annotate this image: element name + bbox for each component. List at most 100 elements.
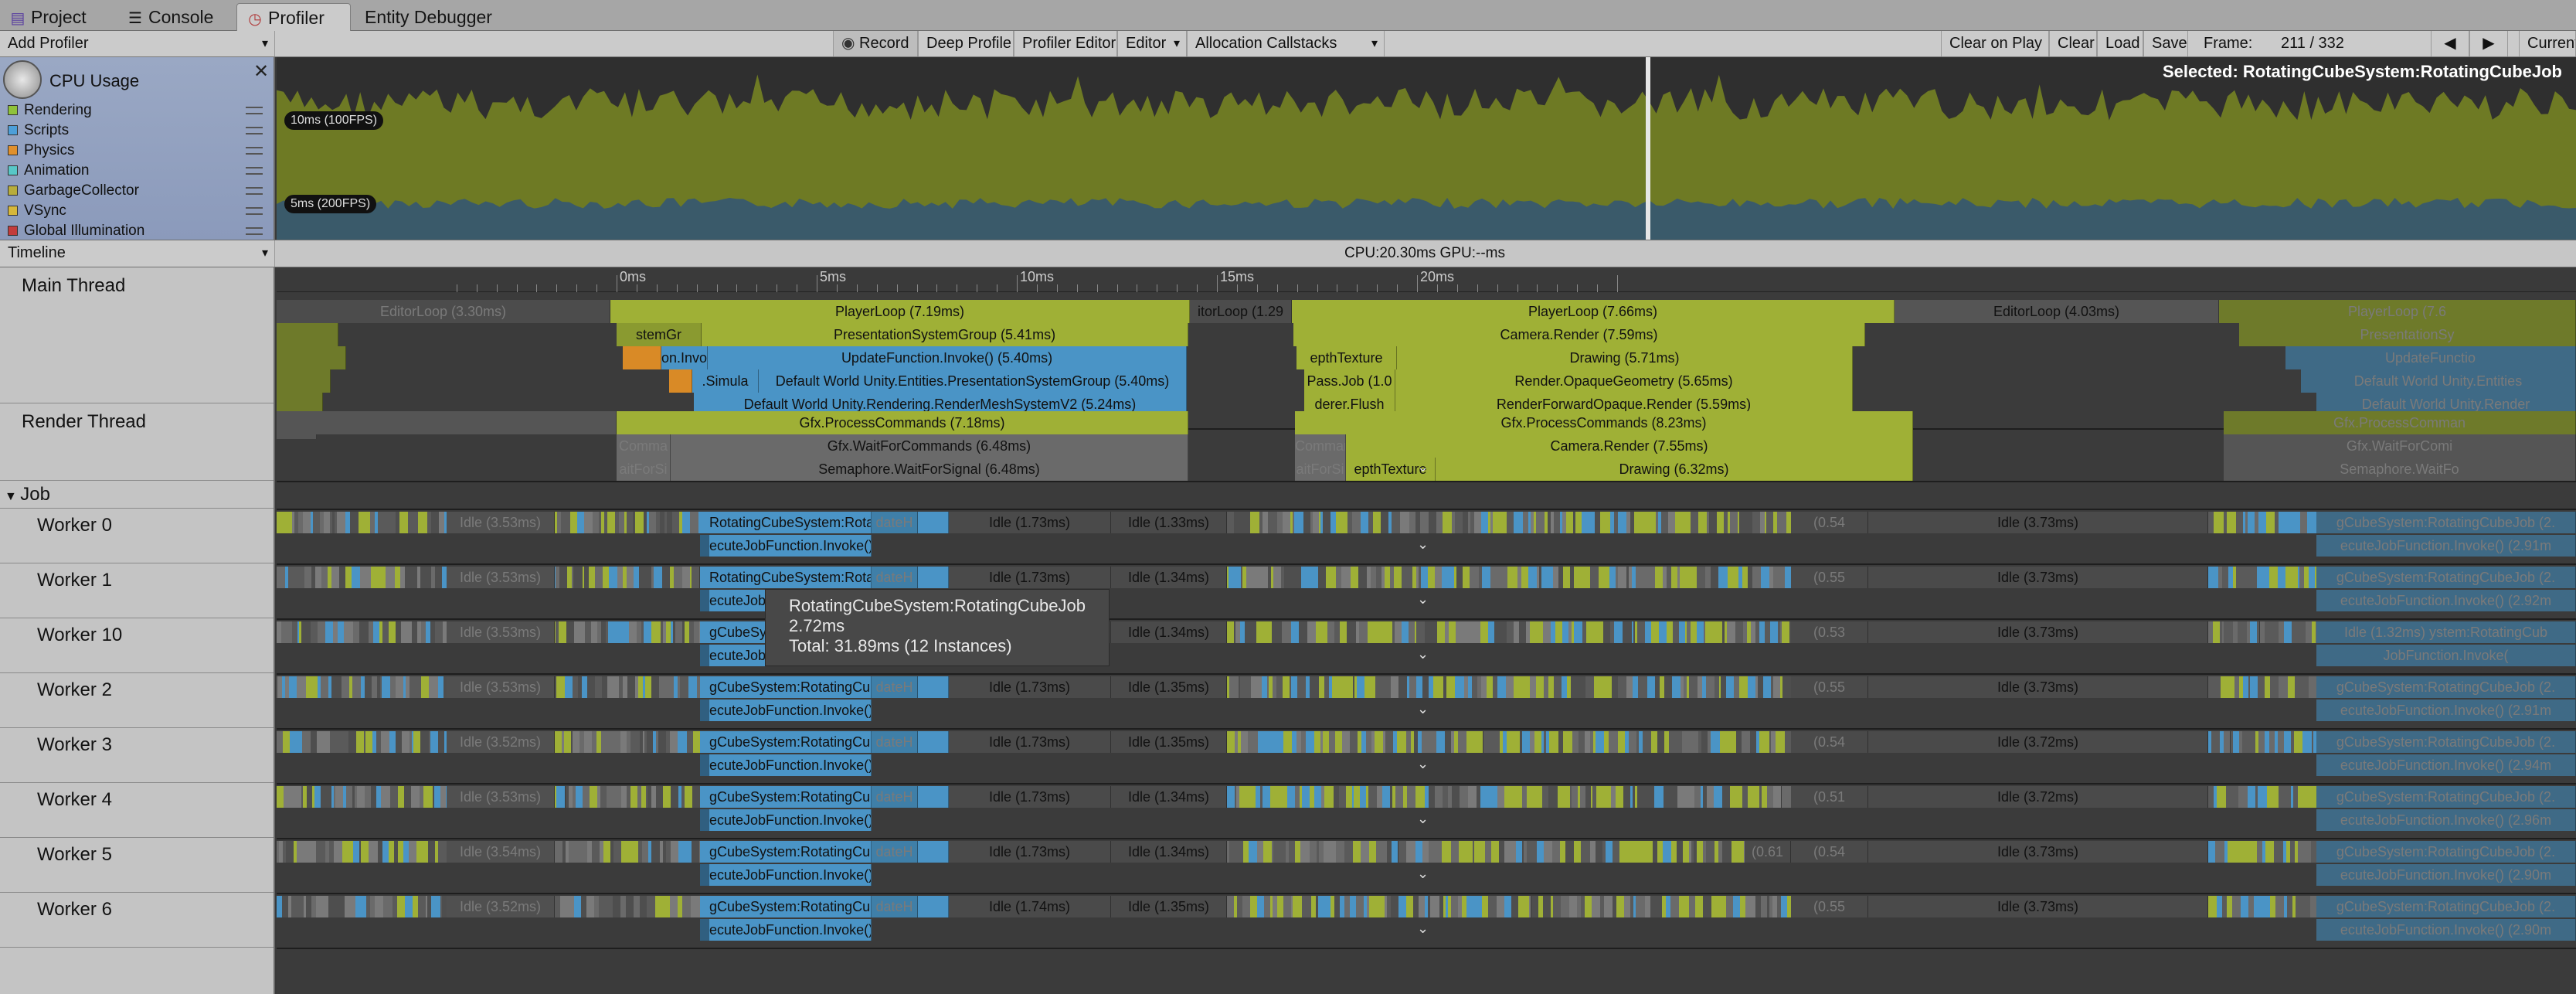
legend-item[interactable]: GarbageCollector bbox=[8, 181, 139, 201]
profiler-sample[interactable]: Idle (1.73ms) bbox=[949, 676, 1111, 698]
profiler-sample[interactable]: epthTexture bbox=[1346, 458, 1436, 481]
profiler-sample[interactable]: dateH bbox=[872, 676, 918, 698]
profiler-sample[interactable] bbox=[623, 346, 661, 369]
profiler-sample[interactable]: dateH bbox=[872, 512, 918, 533]
deep-profile-button[interactable]: Deep Profile bbox=[918, 31, 1014, 56]
profiler-sample[interactable]: (0.53 bbox=[1791, 621, 1868, 643]
profiler-sample[interactable]: (0.54 bbox=[1791, 731, 1868, 753]
profiler-sample[interactable]: Idle (1.35ms) bbox=[1111, 731, 1227, 753]
legend-item[interactable]: Physics bbox=[8, 141, 74, 161]
profiler-sample[interactable]: gCubeSystem:RotatingCubeJob (2 bbox=[709, 786, 872, 808]
profiler-sample[interactable]: Semaphore.WaitFo bbox=[2224, 458, 2576, 481]
profiler-sample[interactable]: Idle (3.54ms) bbox=[447, 841, 555, 863]
view-mode-dropdown[interactable]: Timeline bbox=[0, 240, 275, 267]
profiler-sample[interactable] bbox=[277, 323, 338, 346]
expand-chevron-icon[interactable]: ⌄ bbox=[1417, 701, 1429, 717]
legend-item[interactable]: Scripts bbox=[8, 121, 69, 141]
frame-selection-line[interactable] bbox=[1646, 57, 1650, 240]
profiler-sample[interactable] bbox=[918, 841, 949, 863]
profiler-sample[interactable] bbox=[277, 369, 331, 393]
profiler-sample[interactable]: ecuteJobFunction.Invoke() (2.69m bbox=[709, 864, 872, 886]
profiler-sample[interactable]: Idle (1.73ms) bbox=[949, 512, 1111, 533]
reorder-handle-icon[interactable] bbox=[246, 207, 263, 215]
profiler-sample[interactable]: UpdateFunctio bbox=[2285, 346, 2576, 369]
profiler-sample[interactable]: Idle (3.73ms) bbox=[1868, 676, 2208, 698]
profiler-sample[interactable] bbox=[918, 676, 949, 698]
profiler-sample[interactable]: JobFunction.Invoke( bbox=[2316, 645, 2576, 666]
profiler-sample[interactable]: Gfx.WaitForCommands (6.48ms) bbox=[671, 434, 1188, 458]
collapse-triangle-icon[interactable]: ▼ bbox=[5, 490, 21, 503]
profiler-sample[interactable]: ecuteJobFunction.Invoke() (2.71m bbox=[709, 919, 872, 941]
profiler-sample[interactable]: Drawing (5.71ms) bbox=[1397, 346, 1853, 369]
profiler-sample[interactable]: (0.61 bbox=[1745, 841, 1791, 863]
profiler-sample[interactable]: gCubeSystem:RotatingCubeJob (2. bbox=[2316, 676, 2576, 698]
profiler-sample[interactable]: Idle (3.73ms) bbox=[1868, 621, 2208, 643]
profiler-sample[interactable]: Idle (3.73ms) bbox=[1868, 841, 2208, 863]
next-frame-button[interactable]: ▶ bbox=[2469, 31, 2508, 56]
profiler-sample[interactable]: Camera.Render (7.59ms) bbox=[1293, 323, 1865, 346]
profiler-sample[interactable]: ecuteJobFunction.Invoke() (2.72 bbox=[709, 535, 872, 557]
clear-button[interactable]: Clear bbox=[2049, 31, 2097, 56]
profiler-sample[interactable]: ecuteJobFunction.Invoke() (2.91m bbox=[2316, 700, 2576, 721]
profiler-sample[interactable]: aitForSi bbox=[617, 458, 671, 481]
profiler-sample[interactable]: Idle (1.33ms) bbox=[1111, 512, 1227, 533]
profiler-sample[interactable]: on.Invo bbox=[661, 346, 708, 369]
profiler-sample[interactable]: Idle (3.53ms) bbox=[447, 786, 555, 808]
profiler-sample[interactable]: Gfx.ProcessComman bbox=[2224, 411, 2576, 434]
profiler-sample[interactable] bbox=[918, 512, 949, 533]
profiler-sample[interactable]: dateH bbox=[872, 841, 918, 863]
save-button[interactable]: Save bbox=[2143, 31, 2188, 56]
profiler-sample[interactable]: Comman bbox=[1295, 434, 1346, 458]
profiler-sample[interactable]: gCubeSystem:RotatingCubeJob (2. bbox=[2316, 786, 2576, 808]
profiler-sample[interactable]: (0.55 bbox=[1791, 896, 1868, 917]
profiler-sample[interactable]: Idle (1.73ms) bbox=[949, 567, 1111, 588]
profiler-sample[interactable]: Idle (1.35ms) bbox=[1111, 896, 1227, 917]
profiler-sample[interactable]: PlayerLoop (7.66ms) bbox=[1292, 300, 1895, 323]
profiler-sample[interactable] bbox=[918, 786, 949, 808]
profiler-sample[interactable]: ecuteJobFunction.Invoke() (2.96m bbox=[2316, 809, 2576, 831]
cpu-usage-module[interactable]: CPU Usage ✕ Rendering Scripts Physics Anima… bbox=[0, 57, 275, 240]
profiler-sample[interactable]: Comma bbox=[617, 434, 671, 458]
profiler-sample[interactable]: dateH bbox=[872, 896, 918, 917]
profiler-sample[interactable]: Camera.Render (7.55ms) bbox=[1346, 434, 1913, 458]
profiler-sample[interactable]: aitForSi bbox=[1295, 458, 1346, 481]
profiler-sample[interactable]: (0.51 bbox=[1791, 786, 1868, 808]
profiler-sample[interactable]: Idle (3.73ms) bbox=[1868, 512, 2208, 533]
profiler-sample[interactable]: Idle (3.53ms) bbox=[447, 567, 555, 588]
profiler-sample[interactable]: ecuteJobFunction.Invoke() (2.94m bbox=[2316, 754, 2576, 776]
profiler-sample[interactable]: Idle (1.35ms) bbox=[1111, 676, 1227, 698]
tab-entity-debugger[interactable]: Entity Debugger bbox=[355, 3, 510, 31]
profiler-sample[interactable]: PlayerLoop (7.19ms) bbox=[610, 300, 1190, 323]
legend-item[interactable]: Rendering bbox=[8, 100, 92, 121]
profiler-sample[interactable] bbox=[277, 411, 617, 434]
profiler-sample[interactable] bbox=[918, 896, 949, 917]
profiler-sample[interactable]: Default World Unity.Entities bbox=[2301, 369, 2576, 393]
profiler-sample[interactable]: gCubeSystem:RotatingCubeJob (2 bbox=[709, 896, 872, 917]
profiler-sample[interactable]: PresentationSystemGroup (5.41ms) bbox=[702, 323, 1188, 346]
reorder-handle-icon[interactable] bbox=[246, 167, 263, 175]
profiler-sample[interactable]: PlayerLoop (7.6 bbox=[2219, 300, 2576, 323]
profiler-sample[interactable]: gCubeSystem:RotatingCubeJob (2. bbox=[2316, 731, 2576, 753]
clear-on-play-button[interactable]: Clear on Play bbox=[1941, 31, 2049, 56]
profiler-sample[interactable]: EditorLoop (4.03ms) bbox=[1895, 300, 2219, 323]
legend-item[interactable]: Global Illumination bbox=[8, 221, 144, 241]
profiler-sample[interactable]: Idle (3.73ms) bbox=[1868, 567, 2208, 588]
profiler-sample[interactable]: Idle (3.52ms) bbox=[447, 896, 555, 917]
profiler-sample[interactable]: Idle (1.34ms) bbox=[1111, 786, 1227, 808]
profiler-sample[interactable]: gCubeSystem:RotatingCubeJob (2. bbox=[2316, 841, 2576, 863]
expand-chevron-icon[interactable]: ⌄ bbox=[1417, 646, 1429, 662]
expand-chevron-icon[interactable]: ⌄ bbox=[1417, 811, 1429, 826]
allocation-callstacks-dropdown[interactable]: Allocation Callstacks bbox=[1187, 31, 1385, 56]
load-button[interactable]: Load bbox=[2097, 31, 2143, 56]
profiler-sample[interactable]: ecuteJobFunction.Invoke() (2.74m bbox=[709, 754, 872, 776]
prev-frame-button[interactable]: ◀ bbox=[2431, 31, 2469, 56]
profiler-sample[interactable]: ecuteJobFunction.Invoke() (2.91m bbox=[2316, 535, 2576, 557]
profiler-sample[interactable]: ecuteJobFunction.Invoke() (2.78m bbox=[709, 700, 872, 721]
profiler-sample[interactable]: PresentationSy bbox=[2239, 323, 2576, 346]
profiler-sample[interactable]: Pass.Job (1.0 bbox=[1304, 369, 1395, 393]
profiler-sample[interactable]: Idle (3.73ms) bbox=[1868, 896, 2208, 917]
profiler-sample[interactable]: UpdateFunction.Invoke() (5.40ms) bbox=[708, 346, 1187, 369]
tab-console[interactable]: ☰ Console bbox=[117, 3, 232, 31]
editor-target-dropdown[interactable]: Editor bbox=[1117, 31, 1187, 56]
current-frame-button[interactable]: Current bbox=[2519, 31, 2576, 56]
